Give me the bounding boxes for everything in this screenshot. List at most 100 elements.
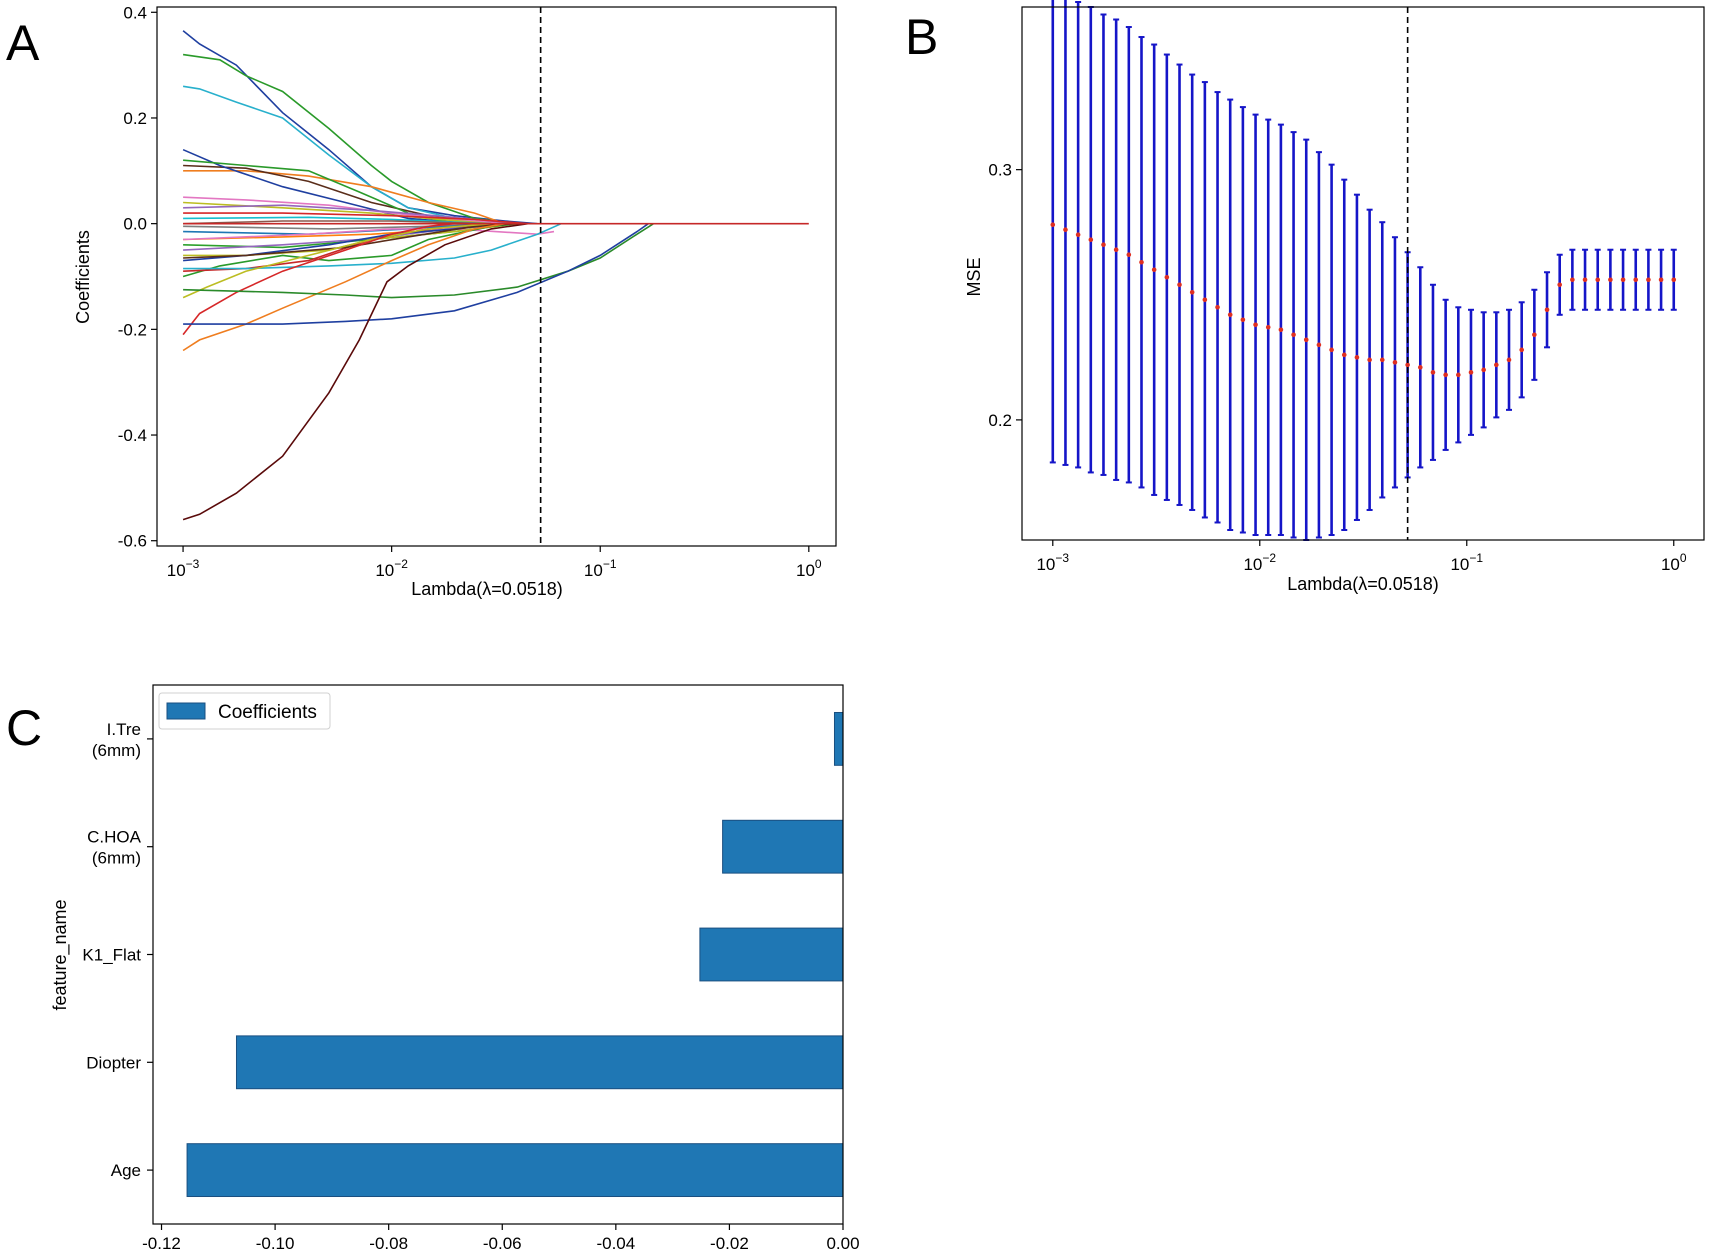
coefficient-bar [235,1035,844,1090]
mse-point [1215,304,1220,310]
mse-error-bars [1049,0,1677,541]
mse-point [1481,367,1486,373]
coefficient-path-2 [182,53,518,225]
legend-label: Coefficients [218,702,317,723]
mse-point [1126,252,1132,258]
mse-point [1240,317,1246,323]
x-axis-label: Lambda(λ=0.0518) [1287,574,1439,594]
mse-point [1570,277,1575,283]
x-tick-label: -0.02 [710,1234,749,1251]
mse-point [1303,337,1309,343]
coefficient-bar [722,819,844,874]
x-tick-label: -0.12 [142,1234,181,1251]
x-tick-label: 100 [796,557,822,580]
mse-point [1557,282,1562,288]
coefficient-path-4 [183,170,506,225]
mse-point [1050,222,1056,228]
plot-frame [1021,6,1705,541]
mse-point [1164,274,1170,280]
y-axis-label: Coefficients [73,230,93,324]
x-tick-label: 10−3 [167,557,200,580]
coefficient-bar [833,711,844,766]
mse-point [1354,355,1360,360]
mse-point [1075,232,1081,238]
plot-frame [156,6,837,547]
coefficient-path-3 [182,85,492,225]
mse-point [1291,332,1296,338]
coefficient-path-13 [183,220,492,225]
mse-point [1633,277,1639,283]
x-tick-label: 10−3 [1036,551,1069,574]
mse-point [1367,357,1372,363]
mse-point [1468,370,1474,375]
y-tick-label: 0.3 [988,161,1012,180]
x-tick-label: 10−2 [375,557,408,580]
y-tick-label: -0.4 [118,426,147,445]
x-tick-label: -0.08 [369,1234,408,1251]
y-tick-label: Diopter [86,1053,141,1072]
mse-point [1620,277,1626,283]
y-tick-label: 0.2 [988,411,1012,430]
coefficient-paths [182,30,809,521]
x-axis-ticks: -0.12 -0.10 -0.08 -0.06 -0.04 -0.02 0.00 [142,1224,860,1251]
y-tick-label: K1_Flat [82,946,141,965]
panel-letter-b: B [905,9,938,65]
mse-point [1392,360,1398,365]
coefficient-path-24 [183,222,518,259]
mse-point [1227,312,1233,318]
mse-point [1506,357,1512,363]
y-tick-label: I.Tre (6mm) [92,720,141,760]
y-axis-ticks: I.Tre (6mm) C.HOA (6mm) K1_Flat Diopter Age [82,720,153,1180]
coefficient-path-28 [182,222,506,352]
coefficient-path-26 [182,222,492,299]
mse-point [1595,277,1601,283]
mse-point [1063,227,1068,233]
coefficient-bars [186,711,844,1198]
x-tick-label: 10−1 [584,557,617,580]
panel-letter-a: A [6,15,40,71]
mse-point [1494,362,1499,368]
coefficient-path-29 [183,223,654,299]
mse-point [1189,289,1195,295]
x-axis-ticks: 10−3 10−2 10−1 100 [1036,540,1687,574]
y-tick-label: 0.0 [123,215,147,234]
mse-point [1278,327,1284,333]
mse-point [1582,277,1588,283]
mse-point [1417,365,1423,370]
mse-point [1151,267,1157,273]
legend-box [158,692,331,730]
y-tick-label: 0.2 [123,109,147,128]
mse-point [1443,372,1448,378]
y-axis-label: feature_name [50,899,71,1010]
x-tick-label: 10−1 [1450,551,1483,574]
mse-point [1101,242,1106,248]
coefficient-path-31 [182,222,529,521]
coefficient-path-1 [182,30,538,225]
mse-point [1113,247,1119,253]
coefficient-bar [186,1143,844,1198]
mse-point [1608,277,1613,283]
mse-point [1329,347,1334,353]
coefficient-path-11 [183,212,528,225]
mse-point [1253,322,1258,328]
mse-point [1658,277,1664,283]
mse-point [1671,277,1677,283]
mse-point [1430,370,1436,375]
mse-point [1139,259,1144,265]
coefficient-path-30 [183,223,649,325]
mse-point [1265,325,1271,330]
panel-a-lasso-path: 0.4 0.2 0.0 -0.2 -0.4 -0.6 10−3 10−2 10−1 100 La… [73,3,837,599]
mse-point [1088,237,1094,243]
panel-c-coefficients: I.Tre (6mm) C.HOA (6mm) K1_Flat Diopter Age -0… [50,684,860,1251]
legend-swatch [166,702,206,720]
x-tick-label: -0.10 [256,1234,295,1251]
x-axis-label: Lambda(λ=0.0518) [411,579,563,599]
y-tick-label: -0.2 [118,320,147,339]
coefficient-path-8 [183,196,506,225]
coefficient-bar [699,927,844,982]
coefficient-path-27 [182,222,455,336]
mse-point [1202,297,1208,303]
panel-b-cv-mse: 0.30.2 10−3 10−2 10−1 100 Lambda(λ=0.0518) … [964,0,1705,594]
y-tick-label: C.HOA (6mm) [87,828,142,868]
y-tick-label: Age [111,1161,141,1180]
